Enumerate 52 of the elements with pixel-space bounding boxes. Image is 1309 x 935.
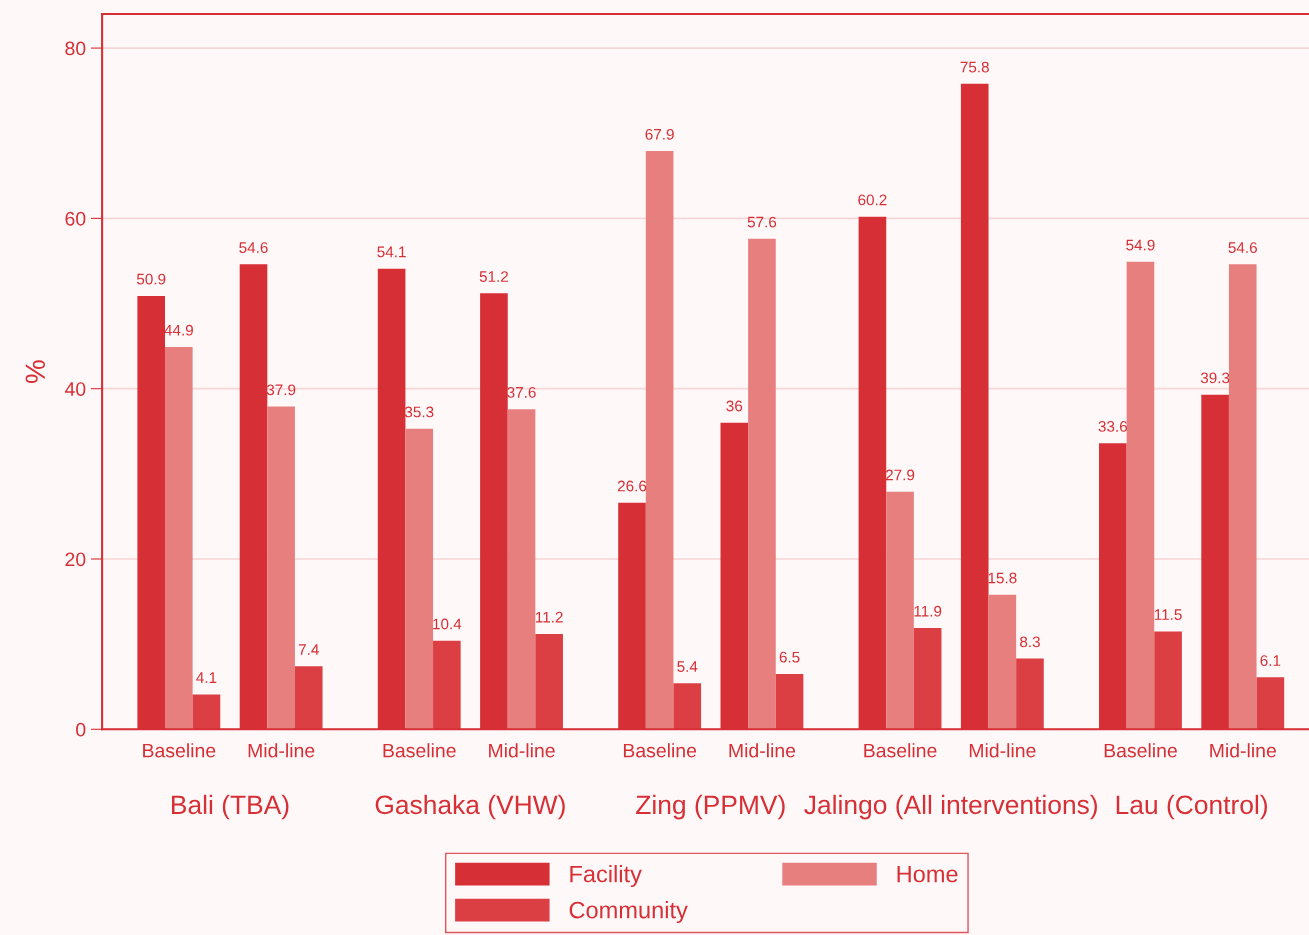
data-label: 7.4: [298, 644, 319, 655]
data-label: 51.2: [479, 271, 509, 282]
y-axis-title: %: [25, 360, 46, 384]
text: Jalingo (All interventions): [804, 794, 1097, 820]
data-label: 10.4: [433, 618, 462, 630]
data-label: 75.8: [960, 61, 989, 73]
x-tick-label: Mid-line: [489, 743, 555, 758]
data-label: 37.9: [266, 384, 296, 396]
text: Gashaka (VHW): [375, 794, 565, 820]
data-label: 36: [726, 400, 743, 412]
x-tick-label: Mid-line: [729, 743, 796, 758]
data-label: 44.9: [164, 324, 193, 336]
text: Bali (TBA): [172, 794, 289, 820]
data-label: 11.9: [914, 605, 942, 617]
data-label: 35.3: [404, 406, 434, 418]
data-label: 27.9: [885, 469, 915, 481]
x-tick-label: Mid-line: [969, 743, 1036, 758]
data-label: 11.5: [1154, 609, 1182, 621]
data-label: 15.8: [988, 572, 1017, 584]
x-tick-label: Baseline: [143, 743, 216, 758]
data-label: 8.3: [1020, 636, 1040, 648]
y-tick-label: 0: [76, 722, 86, 737]
legend-label: Facility: [570, 865, 642, 888]
x-tick-label: Baseline: [623, 743, 697, 758]
legend-label: Home: [897, 865, 958, 883]
data-label: 67.9: [645, 128, 674, 140]
x-tick-label: Baseline: [383, 743, 456, 758]
data-label: 26.6: [617, 480, 647, 492]
x-tick-label: Mid-line: [1210, 743, 1276, 758]
data-label: 33.6: [1098, 421, 1128, 432]
data-label: 4.1: [196, 672, 217, 683]
data-label: 57.6: [747, 216, 777, 228]
data-label: 54.6: [1228, 242, 1257, 254]
data-label: 6.1: [1260, 655, 1281, 666]
data-label: 6.5: [779, 651, 800, 663]
data-label: 50.9: [136, 273, 166, 285]
y-tick-label: 80: [65, 41, 86, 56]
data-label: 60.2: [858, 194, 887, 206]
y-tick-label: 60: [65, 211, 86, 226]
y-tick-label: 20: [65, 552, 86, 567]
text: Zing (PPMV): [636, 794, 785, 820]
data-label: 11.2: [536, 611, 563, 623]
data-label: 5.4: [677, 661, 698, 672]
data-label: 54.1: [377, 246, 406, 258]
data-label: 54.6: [239, 242, 268, 254]
x-tick-label: Mid-line: [248, 743, 315, 758]
legend-label: Community: [569, 901, 688, 924]
y-tick-label: 40: [64, 382, 86, 396]
x-tick-label: Baseline: [864, 743, 937, 758]
data-label: 54.9: [1126, 239, 1155, 251]
text: Lau (Control): [1116, 794, 1267, 820]
x-tick-label: Baseline: [1104, 743, 1177, 758]
